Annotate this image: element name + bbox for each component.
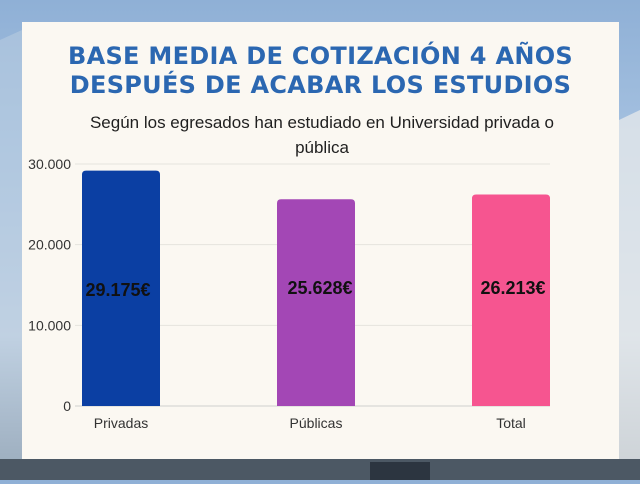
bar	[472, 194, 550, 406]
data-label: 25.628€	[287, 278, 352, 298]
data-label: 26.213€	[480, 278, 545, 298]
chart-subtitle: Según los egresados han estudiado en Uni…	[89, 113, 555, 157]
y-tick-label: 20.000	[28, 237, 71, 253]
data-label: 29.175€	[85, 280, 150, 300]
y-tick-label: 30.000	[28, 156, 71, 172]
y-tick-label: 10.000	[28, 317, 71, 333]
bar	[277, 199, 355, 406]
x-tick-label: Privadas	[94, 415, 148, 431]
chart-title: BASE MEDIA DE COTIZACIÓN 4 AÑOS DESPUÉS …	[67, 42, 573, 99]
x-tick-label: Total	[496, 415, 526, 431]
bar	[82, 170, 160, 406]
x-tick-label: Públicas	[290, 415, 343, 431]
y-tick-label: 0	[63, 398, 71, 414]
